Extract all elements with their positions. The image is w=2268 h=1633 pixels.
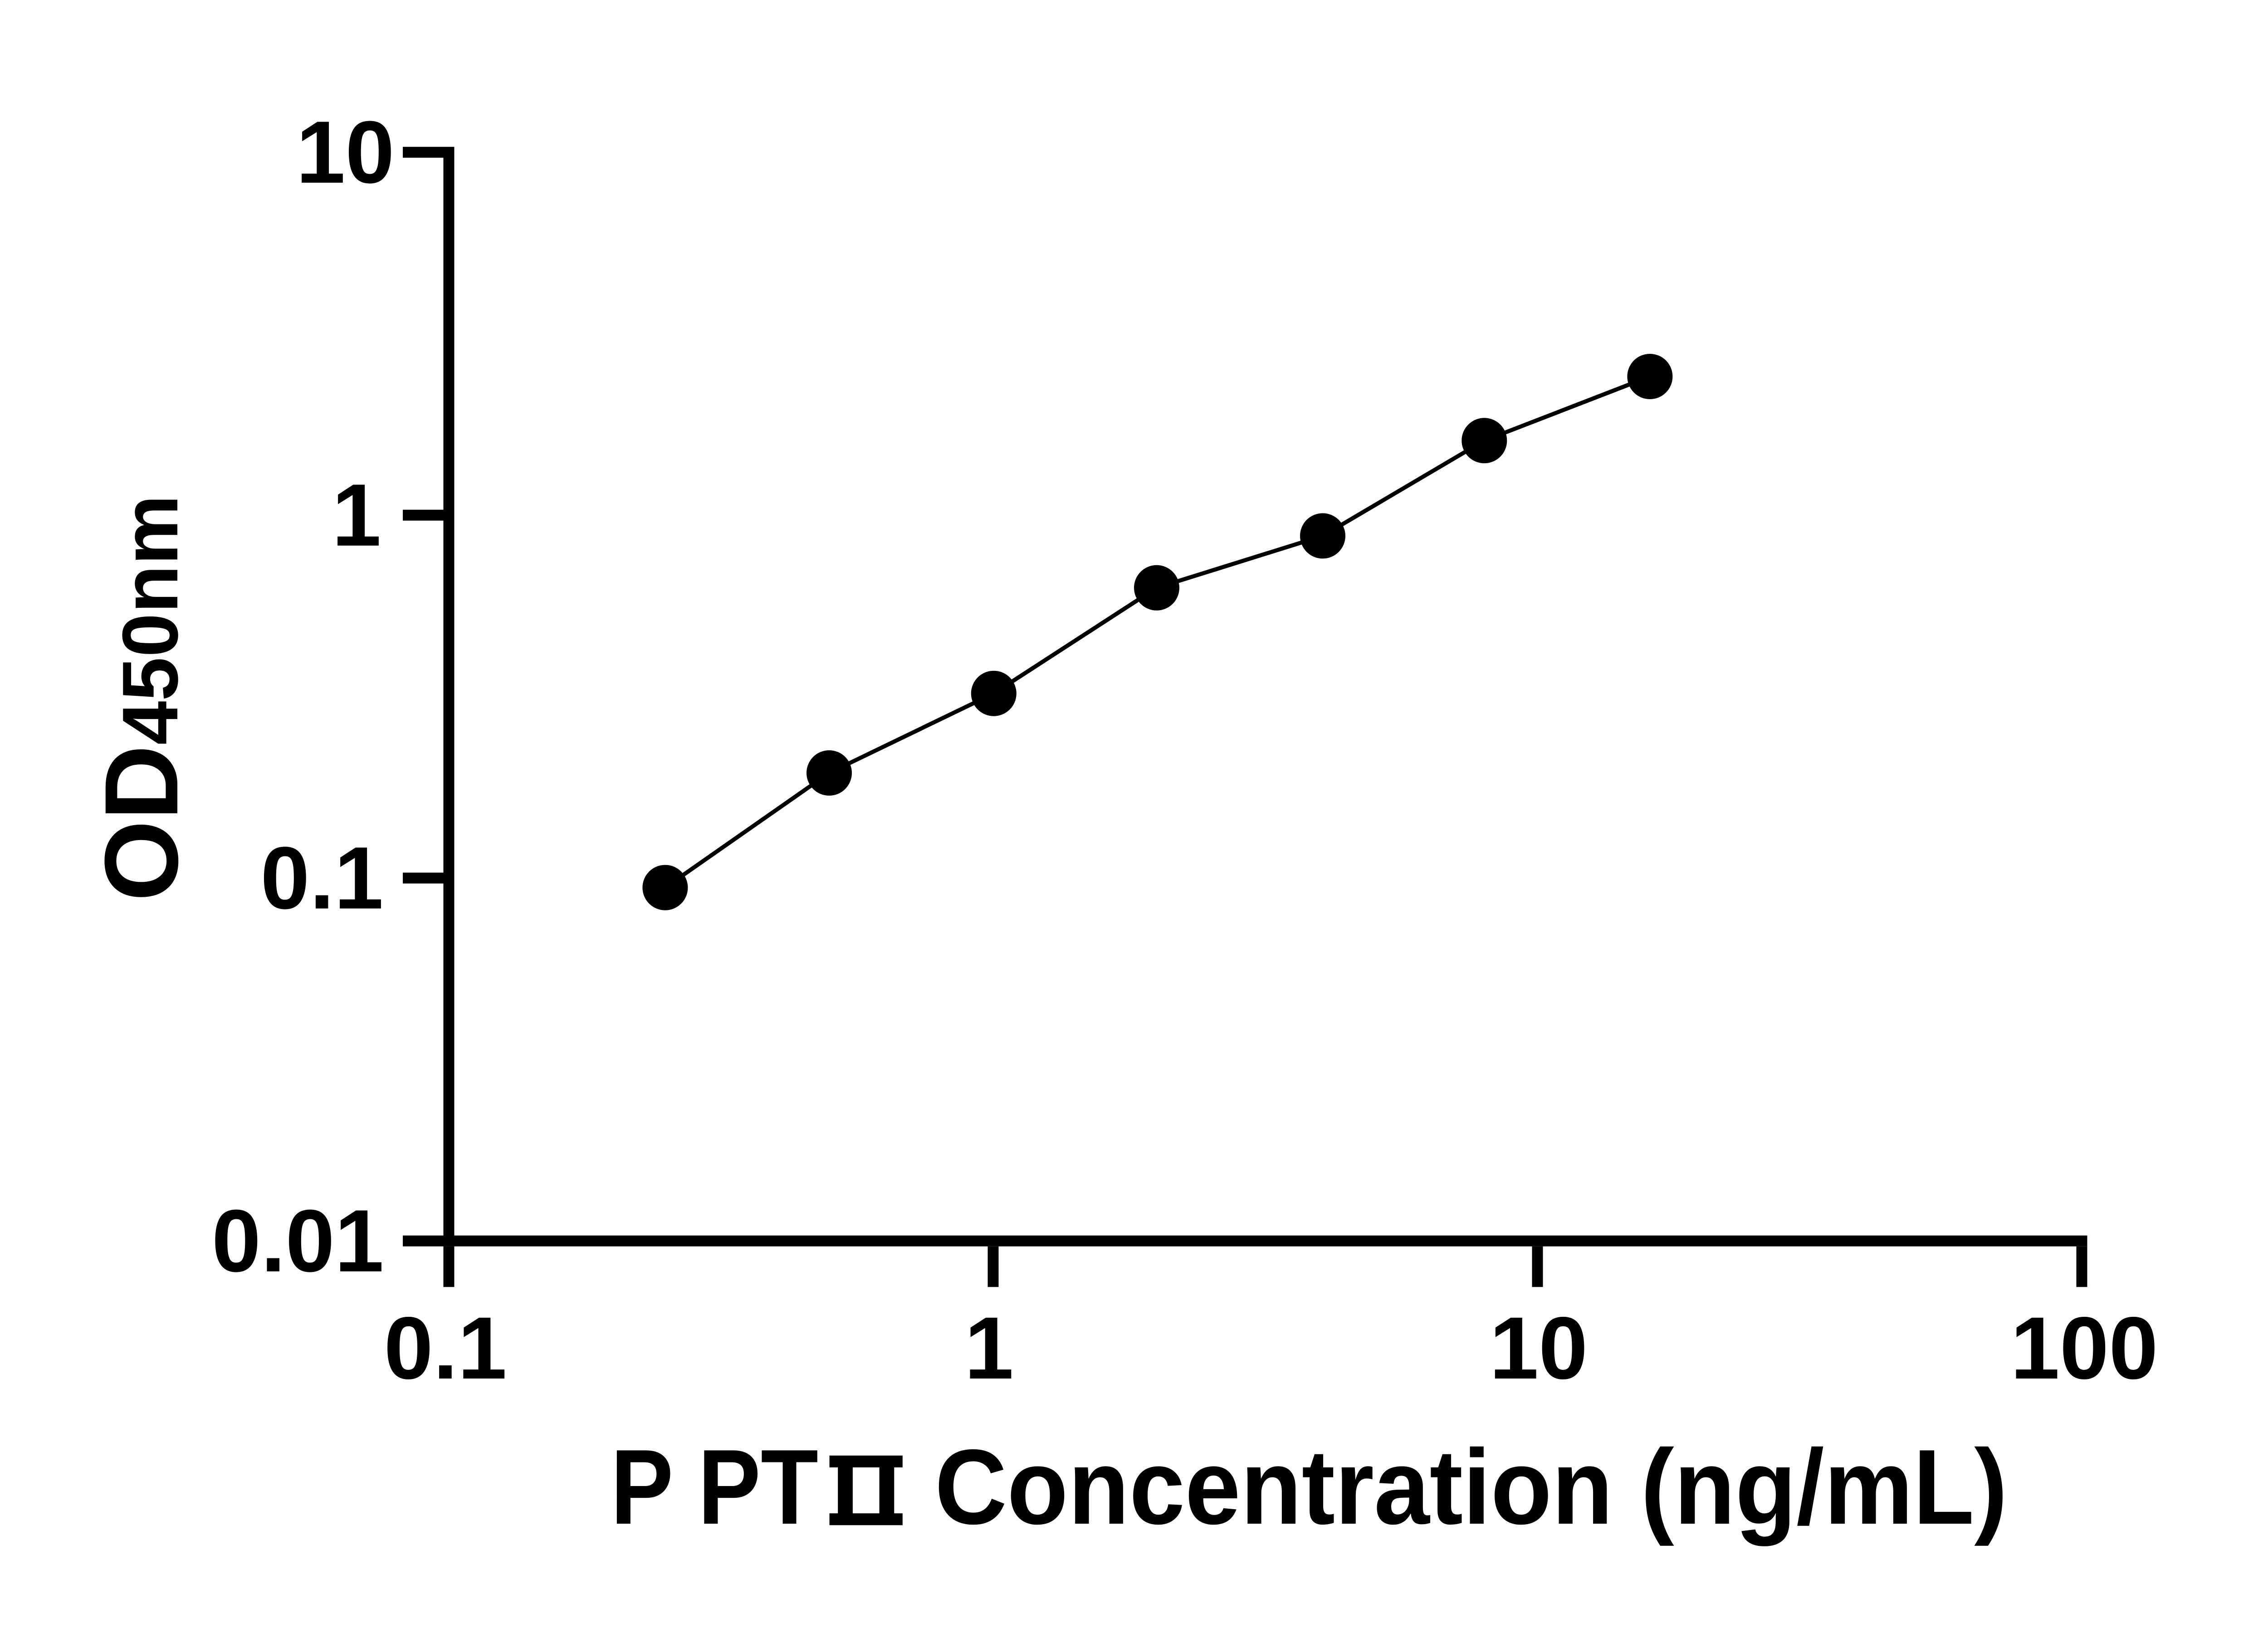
svg-text:10: 10 xyxy=(1490,1299,1588,1398)
svg-text:0.01: 0.01 xyxy=(212,1192,384,1291)
svg-text:Concentration (ng/mL): Concentration (ng/mL) xyxy=(935,1427,2008,1546)
svg-text:100: 100 xyxy=(2010,1299,2158,1398)
svg-text:1: 1 xyxy=(964,1299,1013,1398)
svg-text:0.1: 0.1 xyxy=(384,1299,507,1398)
svg-text:10: 10 xyxy=(296,103,395,202)
svg-text:1: 1 xyxy=(332,466,381,565)
svg-text:0.1: 0.1 xyxy=(260,829,383,928)
svg-text:P PT: P PT xyxy=(611,1427,818,1546)
svg-text:OD450nm: OD450nm xyxy=(83,495,200,901)
